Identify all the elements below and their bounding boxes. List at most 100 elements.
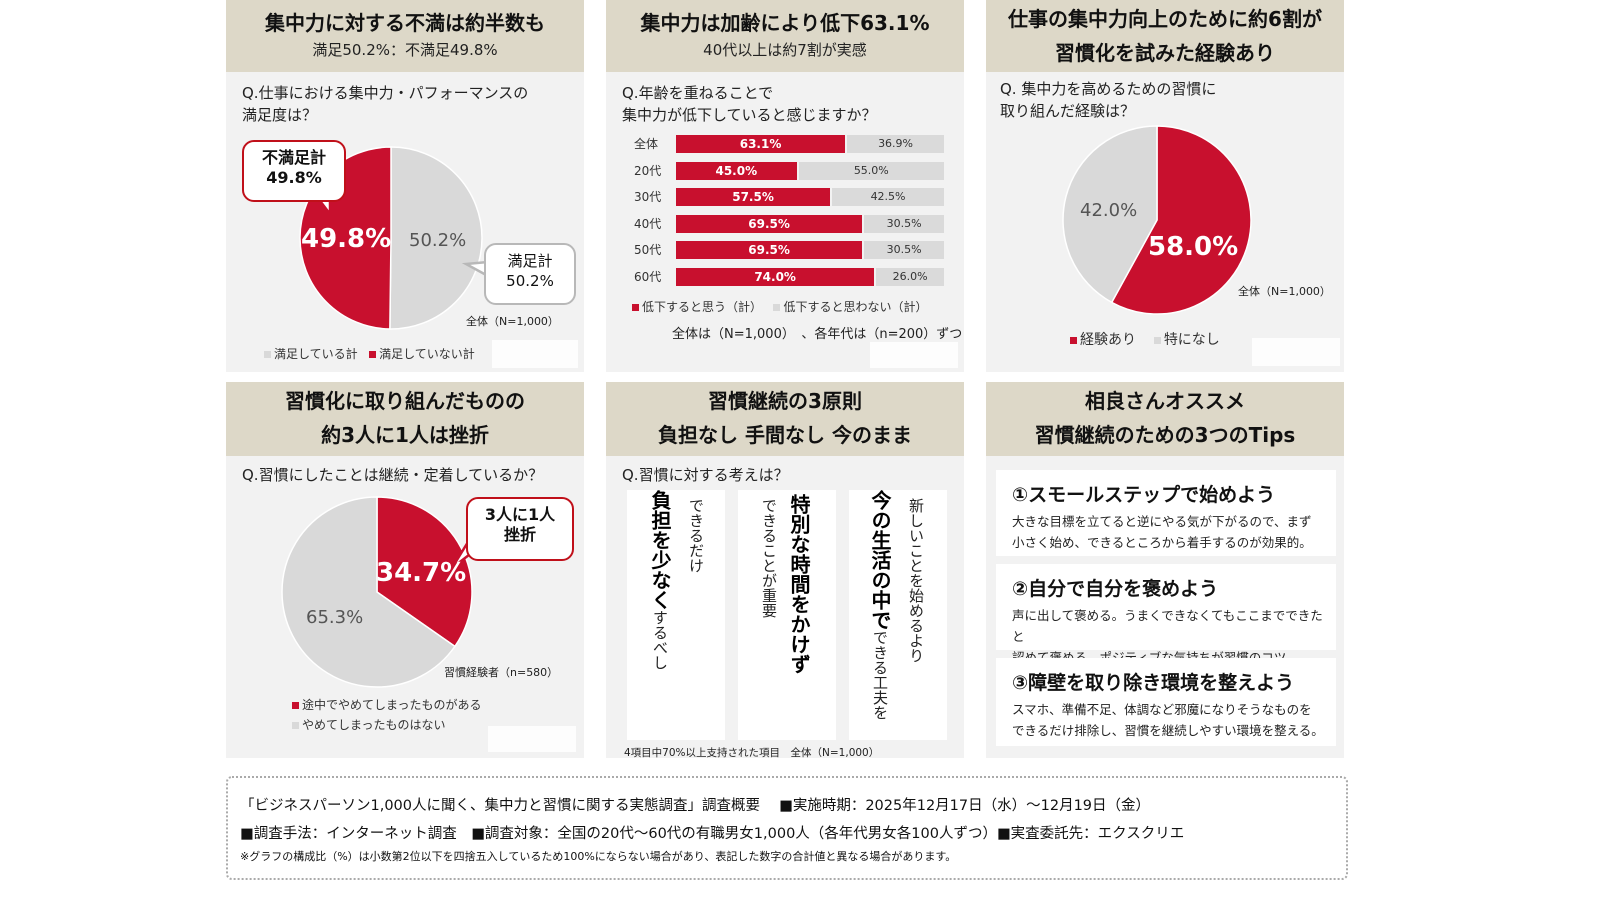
legend-none: 特になし <box>1163 332 1220 348</box>
legend: 満足している計 満足していない計 <box>264 345 475 362</box>
bar-segment-no-decline: 30.5% <box>864 241 944 259</box>
bar-segment-decline: 69.5% <box>676 241 863 259</box>
bar-segment-no-decline: 42.5% <box>832 188 944 206</box>
bar-category-label: 40代 <box>634 216 662 231</box>
bar-row: 60代 74.0% 26.0% <box>606 267 964 286</box>
watermark-box <box>488 726 576 752</box>
panel-title-line2: 負担なし 手間なし 今のまま <box>658 423 912 447</box>
pie-slice-experienced <box>1110 125 1252 315</box>
panel-habit-experience: 仕事の集中力向上のために約6割が 習慣化を試みた経験あり Q. 集中力を高めるた… <box>986 0 1344 372</box>
panel-habit-continuation: 習慣化に取り組んだものの 約3人に1人は挫折 Q.習慣にしたことは継続・定着して… <box>226 382 584 758</box>
panel-title: 集中力は加齢により低下63.1% <box>640 11 930 35</box>
bar-category-label: 全体 <box>634 137 659 151</box>
bar-segment-decline: 74.0% <box>676 267 875 286</box>
panel-subtitle: 満足50.2%：不満足49.8% <box>312 41 498 59</box>
bar-chart-aging: 全体 63.1% 36.9% 20代 45.0% 55.0% 30代 57.5% 42.5% 40… <box>606 135 964 295</box>
legend-satisfied: 満足している計 <box>274 347 358 361</box>
bar-segment-decline: 57.5% <box>676 188 831 206</box>
pie-chart-continuation <box>281 496 481 688</box>
n-note: 全体は（N=1,000） 、各年代は（n=200）ずつ <box>672 327 963 342</box>
bar-segment-no-decline: 30.5% <box>864 214 944 233</box>
n-note: 全体（N=1,000） <box>1238 285 1331 298</box>
pie-label-red: 49.8% <box>301 224 392 254</box>
bar-row: 40代 69.5% 30.5% <box>606 214 964 233</box>
pie-slice-satisfied <box>389 146 483 330</box>
n-note: 全体（N=1,000） <box>466 315 559 328</box>
bar-segment-no-decline: 55.0% <box>798 161 944 180</box>
bar-row: 全体 63.1% 36.9% <box>606 135 964 153</box>
pie-label-gray: 65.3% <box>306 607 364 628</box>
bar-category-label: 60代 <box>634 269 662 284</box>
callout-satisfied: 満足計 50.2% <box>484 243 576 305</box>
survey-method-line: ■調査手法：インターネット調査 ■調査対象：全国の20代～60代の有職男女1,0… <box>240 826 1185 842</box>
pie-chart-satisfaction <box>299 146 490 330</box>
bar-row: 20代 45.0% 55.0% <box>606 161 964 180</box>
pie-label-gray: 50.2% <box>409 230 467 251</box>
survey-title-line: 「ビジネスパーソン1,000人に聞く、集中力と習慣に関する実態調査」調査概要 ■… <box>240 798 1151 814</box>
bar-category-label: 20代 <box>634 163 662 178</box>
watermark-box <box>870 342 958 368</box>
pie-label-gray: 42.0% <box>1080 200 1138 221</box>
n-note: 4項目中70%以上支持された項目 全体（N=1,000） <box>624 747 880 759</box>
legend: 経験あり 特になし <box>1070 329 1220 349</box>
bar-row: 50代 69.5% 30.5% <box>606 241 964 259</box>
panel-title-line2: 習慣継続のための3つのTips <box>1034 423 1296 447</box>
question: Q.年齢を重ねることで 集中力が低下していると感じますか？ <box>622 84 877 124</box>
survey-overview: 「ビジネスパーソン1,000人に聞く、集中力と習慣に関する実態調査」調査概要 ■… <box>226 776 1348 880</box>
callout-dissatisfied: 不満足計 49.8% <box>242 140 346 202</box>
survey-note-line: ※グラフの構成比（%）は小数第2位以下を四捨五入しているため100%にならない場… <box>240 850 957 863</box>
panel-title-line2: 習慣化を試みた経験あり <box>1055 41 1275 65</box>
panel-subtitle: 40代以上は約7割が実感 <box>703 41 867 59</box>
question: Q. 集中力を高めるための習慣に 取り組んだ経験は？ <box>1000 80 1217 120</box>
tip-card-3: ③障壁を取り除き環境を整えよう スマホ、準備不足、体調など邪魔になりそうなものを… <box>996 658 1336 746</box>
legend-continued: やめてしまったものはない <box>302 718 446 732</box>
principle-column-2: 特別な時間をかけず できることが重要 <box>738 490 836 740</box>
bar-segment-decline: 45.0% <box>676 161 797 180</box>
panel-tips: 相良さんオススメ 習慣継続のための3つのTips ①スモールステップで始めよう … <box>986 382 1344 758</box>
bar-segment-no-decline: 26.0% <box>876 267 944 286</box>
panel-aging: 集中力は加齢により低下63.1% 40代以上は約7割が実感 Q.年齢を重ねること… <box>606 0 964 372</box>
legend-experienced: 経験あり <box>1080 332 1136 348</box>
panel-header: 仕事の集中力向上のために約6割が 習慣化を試みた経験あり <box>986 0 1344 72</box>
panel-header: 相良さんオススメ 習慣継続のための3つのTips <box>986 382 1344 456</box>
tip-card-2: ②自分で自分を褒めよう 声に出して褒める。うまくできなくてもここまでできたと 認… <box>996 564 1336 665</box>
pie-label-red: 58.0% <box>1148 232 1239 262</box>
panel-header: 習慣継続の3原則 負担なし 手間なし 今のまま <box>606 382 964 456</box>
pie-chart-experience <box>1062 125 1252 315</box>
panel-header: 集中力は加齢により低下63.1% 40代以上は約7割が実感 <box>606 0 964 72</box>
tip-card-1: ①スモールステップで始めよう 大きな目標を立てると逆にやる気が下がるので、まず … <box>996 470 1336 556</box>
panel-header: 集中力に対する不満は約半数も 満足50.2%：不満足49.8% <box>226 0 584 72</box>
legend-quit: 途中でやめてしまったものがある <box>302 698 482 712</box>
legend-no-decline: 低下すると思わない（計） <box>783 300 928 314</box>
pie-slice-continued <box>281 496 456 688</box>
panel-title-line1: 仕事の集中力向上のために約6割が <box>1008 7 1322 31</box>
panel-header: 習慣化に取り組んだものの 約3人に1人は挫折 <box>226 382 584 456</box>
question: Q.習慣に対する考えは？ <box>622 466 789 484</box>
panel-title: 集中力に対する不満は約半数も <box>265 11 545 35</box>
bar-category-label: 30代 <box>634 190 662 204</box>
legend: 低下すると思う（計） 低下すると思わない（計） <box>632 298 927 315</box>
legend-decline: 低下すると思う（計） <box>642 300 763 314</box>
panel-satisfaction: 集中力に対する不満は約半数も 満足50.2%：不満足49.8% Q.仕事における… <box>226 0 584 372</box>
bar-segment-decline: 69.5% <box>676 214 863 233</box>
bar-row: 30代 57.5% 42.5% <box>606 188 964 206</box>
bar-segment-no-decline: 36.9% <box>847 135 944 153</box>
panel-title-line1: 習慣化に取り組んだものの <box>285 389 525 413</box>
bar-category-label: 50代 <box>634 243 662 257</box>
question: Q.仕事における集中力・パフォーマンスの 満足度は？ <box>242 84 529 124</box>
panel-title-line2: 約3人に1人は挫折 <box>321 423 489 447</box>
pie-slice-quit <box>376 496 473 648</box>
question: Q.習慣にしたことは継続・定着しているか？ <box>242 466 544 484</box>
principle-column-3: 新しいことを始めるより 今の生活の中でできる工夫を <box>849 490 947 740</box>
panel-title-line1: 習慣継続の3原則 <box>708 389 862 413</box>
panel-title-line1: 相良さんオススメ <box>1085 389 1245 413</box>
legend: 途中でやめてしまったものがある やめてしまったものはない <box>292 695 482 735</box>
pie-slice-none <box>1062 125 1158 304</box>
legend-dissatisfied: 満足していない計 <box>379 347 475 361</box>
callout-dropout: 3人に1人 挫折 <box>466 497 574 561</box>
watermark-box <box>492 340 578 368</box>
watermark-box <box>1252 338 1340 366</box>
principle-column-1: できるだけ 負担を少なくするべし <box>627 490 725 740</box>
n-note: 習慣経験者（n=580） <box>444 666 559 679</box>
bar-segment-decline: 63.1% <box>676 135 846 153</box>
